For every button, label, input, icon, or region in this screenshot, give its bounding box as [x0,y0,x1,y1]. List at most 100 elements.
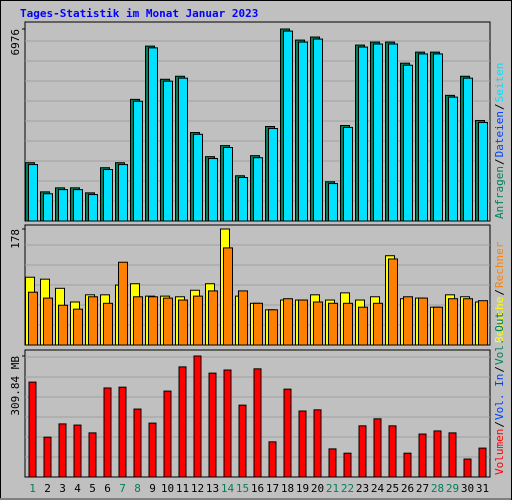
bar [313,38,323,222]
legend-label: / [493,158,506,165]
bar [328,448,337,478]
bar [313,301,323,346]
bar [448,432,457,478]
x-tick-label: 16 [251,482,264,495]
legend-label: Seiten [493,63,506,103]
bar [43,193,53,222]
legend-label: Dateien [493,111,506,157]
bar [283,388,292,478]
bar [208,372,217,478]
bar [73,308,83,346]
bar [463,298,473,346]
y-tick-label: 309.84 MB [9,356,22,416]
bar [283,30,293,222]
legend-label: / [493,103,506,110]
x-tick-label: 4 [74,482,81,495]
x-tick-label: 11 [176,482,189,495]
bar [478,300,488,346]
x-tick-label: 30 [461,482,474,495]
x-tick-label: 28 [431,482,444,495]
bar [373,418,382,478]
bar [433,430,442,478]
bar [253,302,263,346]
bar [373,302,383,346]
bar [178,77,188,222]
bar [43,436,52,478]
x-tick-label: 25 [386,482,399,495]
x-tick-label: 21 [326,482,339,495]
bar [28,164,38,222]
bar [298,410,307,478]
bar [133,100,143,222]
bar [433,306,443,346]
bar [223,247,233,346]
x-tick-label: 12 [191,482,204,495]
x-tick-label: 7 [119,482,126,495]
bar [253,368,262,478]
bar [133,296,143,346]
bar [163,297,173,346]
bar [238,404,247,478]
bar [118,386,127,478]
bar [148,296,158,346]
bar [103,387,112,478]
bar [418,433,427,478]
bar [28,291,38,346]
x-tick-label: 31 [476,482,489,495]
legend-label: / [493,366,506,373]
legend-label: Vol. Out [493,312,506,365]
bar [208,290,218,346]
bar [388,43,398,222]
x-tick-label: 19 [296,482,309,495]
bar [223,369,232,478]
bar [253,157,263,222]
bar [43,297,53,346]
x-tick-label: 9 [149,482,156,495]
bar [418,297,428,346]
bar [223,147,233,222]
legend-label: / [493,421,506,428]
bar [388,258,398,346]
bar [328,183,338,222]
bar [373,43,383,222]
bar [118,261,128,346]
x-tick-label: 5 [89,482,96,495]
legend-label: Volumen [493,429,506,475]
bar [358,46,368,222]
bar [148,47,158,222]
bar [163,390,172,478]
y-tick-label: 178 [9,229,22,249]
bar [163,80,173,222]
bar [268,128,278,222]
x-tick-label: 15 [236,482,249,495]
legend-label: Anfragen [493,166,506,219]
y-tick-label: 6976 [9,29,22,56]
x-tick-label: 27 [416,482,429,495]
bar [343,452,352,478]
x-tick-label: 8 [134,482,141,495]
x-tick-label: 26 [401,482,414,495]
x-tick-label: 20 [311,482,324,495]
bar [238,177,248,222]
x-tick-label: 24 [371,482,385,495]
x-tick-label: 3 [59,482,66,495]
bar [358,306,368,346]
bar [328,302,338,346]
bar [298,41,308,222]
bar [478,121,488,222]
bar [208,158,218,222]
bar [88,432,97,478]
bar [148,422,157,478]
bar [448,298,458,346]
bar [58,423,67,478]
bar [103,302,113,346]
x-tick-label: 23 [356,482,369,495]
bar [343,126,353,222]
bar [238,290,248,346]
bar [193,133,203,222]
x-tick-label: 13 [206,482,219,495]
bar [88,296,98,346]
bar [73,189,83,222]
bar [103,169,113,222]
